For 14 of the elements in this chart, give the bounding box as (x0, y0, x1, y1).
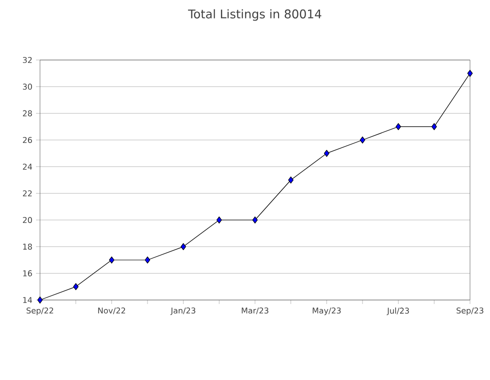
point (216, 216, 222, 224)
point (467, 70, 473, 77)
point (360, 136, 366, 144)
point (73, 283, 79, 290)
point (108, 256, 114, 264)
point (324, 150, 330, 157)
point (431, 123, 437, 130)
point (396, 123, 402, 130)
point (37, 296, 43, 304)
point (288, 176, 294, 184)
chart-title: Total Listings in 80014 (188, 9, 322, 21)
point (144, 256, 150, 264)
point (180, 243, 186, 250)
point (252, 216, 258, 224)
